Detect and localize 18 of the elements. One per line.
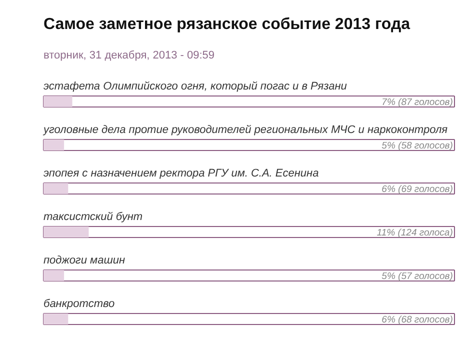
chart-subtitle: вторник, 31 декабря, 2013 - 09:59 xyxy=(44,50,215,62)
data-label: 5% (58 голосов) xyxy=(382,140,453,152)
bar xyxy=(44,183,68,194)
y-tick-label: эпопея с назначением ректора РГУ им. С.А. Есенина xyxy=(44,168,319,180)
data-label: 5% (57 голосов) xyxy=(382,271,453,282)
y-tick-label: уголовные дела протие руководителей региональных МЧС и наркоконтроля xyxy=(42,124,448,136)
data-label: 6% (69 голосов) xyxy=(382,184,453,195)
bar xyxy=(44,226,89,238)
y-tick-label: поджоги машин xyxy=(44,254,125,266)
y-tick-label: таксистский бунт xyxy=(44,211,143,223)
data-label: 11% (124 голоса) xyxy=(376,228,453,238)
bar xyxy=(44,314,68,324)
y-tick-label: банкротство xyxy=(44,298,115,310)
y-tick-label: эстафета Олимпийского огня, который погас и в Рязани xyxy=(44,80,347,92)
bar xyxy=(44,96,72,107)
data-label: 6% (68 голосов) xyxy=(382,314,453,326)
data-label: 7% (87 голосов) xyxy=(382,97,453,108)
chart-title: Самое заметное рязанское событие 2013 года xyxy=(44,16,410,33)
